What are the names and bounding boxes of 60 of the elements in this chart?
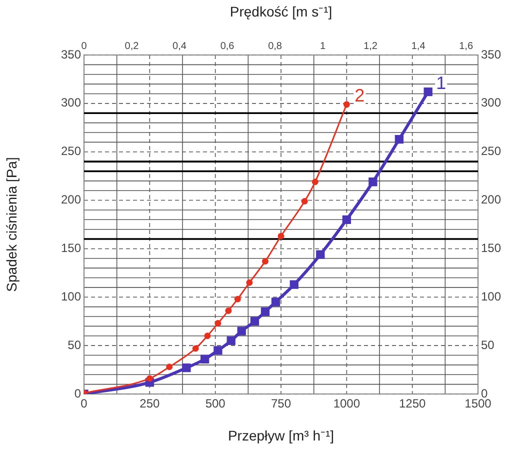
point bbox=[368, 178, 378, 186]
x2-tick-label: 0,4 bbox=[172, 40, 187, 52]
y2-tick-label: 50 bbox=[481, 338, 495, 352]
point bbox=[246, 279, 253, 286]
point bbox=[204, 332, 211, 340]
y2-tick-label: 100 bbox=[481, 289, 502, 304]
x-tick-label: 1250 bbox=[398, 396, 426, 411]
point bbox=[312, 178, 318, 186]
point bbox=[271, 298, 280, 306]
x-tick-label: 250 bbox=[140, 396, 160, 411]
point bbox=[214, 320, 222, 327]
x2-tick-label: 1 bbox=[320, 40, 326, 52]
x2-tick-label: 0,6 bbox=[220, 40, 235, 52]
y-tick-label: 350 bbox=[60, 47, 82, 62]
point bbox=[343, 101, 350, 108]
series-label: 2 bbox=[354, 85, 365, 106]
y-tick-label: 150 bbox=[60, 241, 82, 256]
y-tick-label: 50 bbox=[68, 338, 82, 352]
x2-tick-label: 0,2 bbox=[124, 40, 140, 52]
y-tick-label: 200 bbox=[60, 192, 82, 207]
point bbox=[278, 232, 284, 240]
point bbox=[250, 317, 260, 326]
point bbox=[237, 326, 246, 336]
point bbox=[260, 307, 270, 316]
x-tick-label: 1000 bbox=[333, 396, 360, 411]
y2-tick-label: 250 bbox=[481, 144, 502, 158]
point bbox=[182, 364, 191, 372]
x-axis-title: Przepływ [m³ h⁻¹] bbox=[228, 427, 334, 444]
point bbox=[166, 364, 173, 370]
x2-axis-title: Prędkość [m s⁻¹] bbox=[230, 3, 332, 20]
point bbox=[394, 134, 404, 144]
point bbox=[234, 296, 241, 302]
y-tick-label: 100 bbox=[60, 289, 82, 304]
y-tick-label: 300 bbox=[60, 96, 82, 110]
point bbox=[226, 336, 236, 346]
y2-tick-label: 350 bbox=[481, 47, 502, 62]
y2-tick-label: 150 bbox=[481, 241, 502, 256]
series-label: 1 bbox=[436, 72, 446, 93]
x2-tick-label: 1,2 bbox=[364, 40, 378, 52]
point bbox=[301, 198, 308, 205]
y-axis-title: Spadek ciśnienia [Pa] bbox=[3, 157, 20, 292]
point bbox=[290, 280, 298, 289]
x2-tick-label: 1,6 bbox=[459, 40, 474, 52]
point bbox=[225, 307, 232, 314]
point bbox=[214, 346, 222, 355]
x2-tick-label: 1,4 bbox=[411, 40, 426, 52]
point bbox=[316, 250, 325, 259]
y-tick-label: 250 bbox=[60, 144, 82, 158]
point bbox=[192, 345, 199, 352]
x-tick-label: 500 bbox=[205, 396, 226, 411]
y2-tick-label: 200 bbox=[481, 192, 502, 207]
point bbox=[424, 87, 432, 96]
y-tick-label: 0 bbox=[74, 386, 82, 400]
point bbox=[342, 215, 351, 224]
x-tick-label: 750 bbox=[270, 396, 292, 411]
x2-tick-label: 0,8 bbox=[268, 40, 282, 52]
point bbox=[200, 354, 210, 364]
y2-tick-label: 300 bbox=[481, 96, 502, 110]
point bbox=[262, 258, 268, 265]
point bbox=[146, 375, 153, 382]
